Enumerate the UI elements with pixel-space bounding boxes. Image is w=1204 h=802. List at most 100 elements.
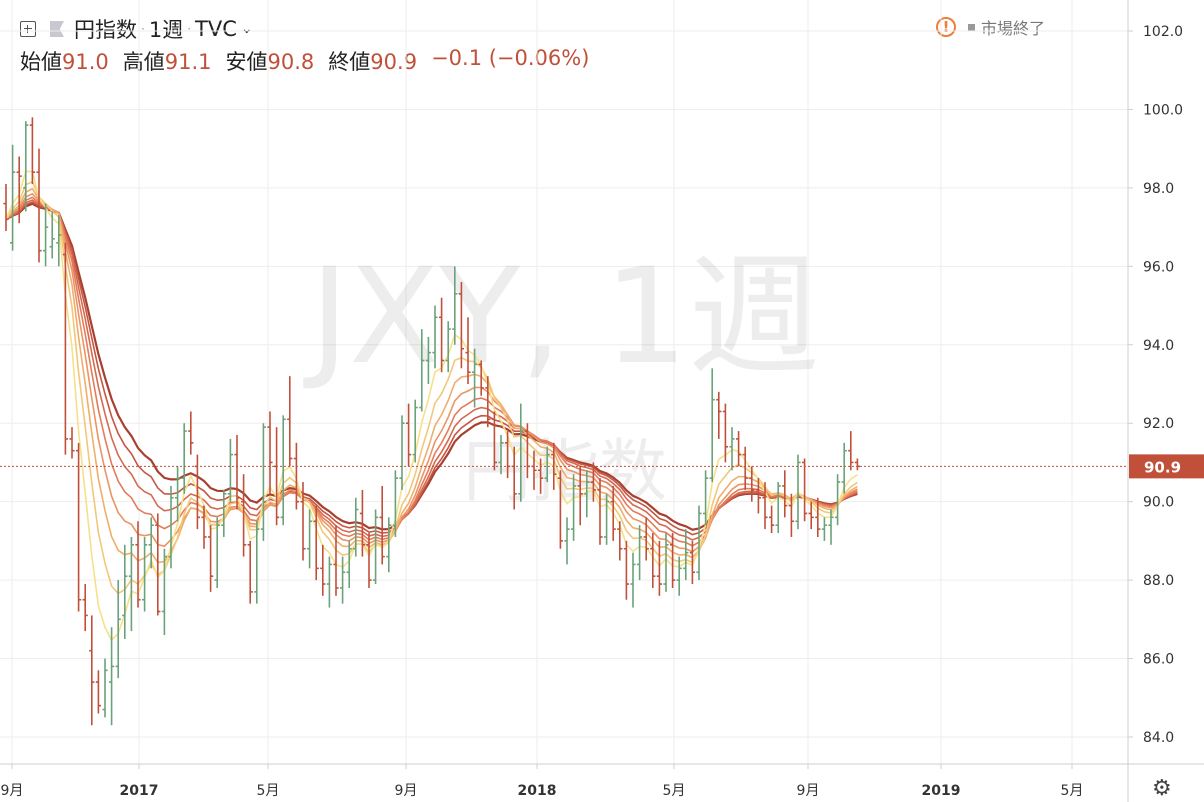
market-status[interactable]: ! 市場終了: [935, 15, 1045, 39]
chart-header: 円指数 · 1週 · TVC ⌄ 始値91.0 高値91.1 安値90.8 終値…: [0, 0, 1130, 80]
y-tick-label: 96.0: [1143, 259, 1174, 275]
symbol-row: 円指数 · 1週 · TVC ⌄: [20, 14, 253, 44]
ohlc-bar: [109, 627, 115, 726]
ohlc-bar: [755, 478, 761, 514]
ohlc-bar: [260, 423, 266, 541]
flag-icon[interactable]: [50, 21, 64, 37]
ohlc-bar: [221, 489, 227, 537]
ohlc-bar: [175, 466, 181, 522]
ohlc-bar: [69, 427, 75, 459]
ohlc-bar: [472, 348, 478, 408]
ohlc-bar: [3, 183, 9, 232]
ohlc-bar: [617, 521, 623, 561]
ohlc-bar: [23, 121, 29, 212]
ohlc-bar: [359, 489, 365, 557]
ohlc-bar: [267, 411, 273, 494]
ohlc-bar: [670, 533, 676, 588]
ohlc-bar: [498, 434, 504, 475]
ohlc-bar: [584, 470, 590, 518]
warning-icon[interactable]: !: [935, 17, 956, 37]
gear-icon[interactable]: ⚙: [1152, 776, 1172, 801]
ohlc-bar: [458, 282, 464, 369]
ohlc-bar: [703, 470, 709, 526]
x-tick-label: 2017: [120, 783, 159, 799]
separator-dot: ·: [141, 22, 145, 36]
ohlc-bar: [689, 540, 695, 585]
watermark-text: JXY, 1週: [303, 240, 820, 394]
open-label: 始値: [20, 50, 62, 74]
ohlc-bar: [419, 329, 425, 412]
close-field: 終値90.9: [328, 46, 417, 76]
ohlc-bar: [656, 540, 662, 596]
ohlc-bar: [36, 148, 42, 263]
interval-label[interactable]: 1週: [148, 18, 184, 42]
low-label: 安値: [225, 50, 268, 74]
ohlc-bar: [769, 505, 775, 534]
ohlc-bar: [227, 438, 233, 502]
ohlc-bar: [254, 521, 260, 604]
ohlc-bar: [89, 615, 95, 726]
ohlc-bar: [102, 658, 108, 718]
ohlc-bar: [148, 517, 154, 569]
ohlc-bar: [729, 427, 735, 471]
ohlc-bar: [663, 533, 669, 592]
ohlc-bar: [564, 517, 570, 565]
expand-icon[interactable]: [20, 21, 36, 37]
ohlc-bar: [736, 431, 742, 467]
ohlc-bar: [848, 431, 854, 471]
ohlc-bar: [300, 482, 306, 561]
ohlc-bar: [722, 403, 728, 463]
ohlc-bar: [815, 497, 821, 537]
ohlc-bar: [854, 458, 860, 471]
ohlc-bar: [518, 403, 524, 502]
ohlc-bar: [274, 427, 280, 526]
ohlc-bar: [115, 580, 121, 679]
ohlc-bar: [577, 466, 583, 526]
open-value: 91.0: [62, 50, 109, 74]
ohlc-bar: [43, 203, 49, 267]
ohlc-bar: [16, 156, 22, 224]
ohlc-bar: [762, 482, 768, 530]
ohlc-bar: [709, 368, 715, 483]
ohlc-bar: [775, 482, 781, 534]
ohlc-bar: [676, 556, 682, 596]
ohlc-bar: [353, 497, 359, 557]
ohlc-bar: [326, 556, 332, 608]
ohlc-bar: [597, 478, 603, 545]
ohlc-bar: [241, 474, 247, 557]
ohlc-bar: [287, 376, 293, 467]
ohlc-bar: [604, 493, 610, 545]
ohlc-bar: [491, 411, 497, 471]
x-tick-label: 5月: [663, 783, 686, 799]
x-tick-label: 2018: [518, 783, 557, 799]
symbol-name[interactable]: 円指数: [74, 18, 137, 42]
last-price-tag: [1129, 454, 1204, 479]
high-label: 高値: [122, 50, 165, 74]
ohlc-bar: [432, 305, 438, 369]
ohlc-bar: [412, 399, 418, 463]
low-field: 安値90.8: [226, 46, 315, 76]
ohlc-bar: [406, 403, 412, 467]
chevron-down-icon[interactable]: ⌄: [240, 21, 253, 37]
ohlc-bar: [234, 434, 240, 510]
ohlc-bar: [630, 552, 636, 608]
ohlc-bar: [194, 454, 200, 530]
ohlc-bar: [696, 505, 702, 581]
ohlc-bar: [128, 536, 134, 632]
ohlc-bar: [802, 458, 808, 522]
ohlc-bar: [465, 317, 471, 384]
ohlc-bar: [544, 446, 550, 483]
ohlc-bar: [122, 544, 128, 639]
ohlc-bar: [29, 117, 35, 184]
exchange-label[interactable]: TVC: [195, 17, 237, 41]
ohlc-bar: [56, 215, 62, 267]
ohlc-bar: [168, 485, 174, 569]
ohlc-bar: [10, 144, 16, 251]
y-tick-label: 90.0: [1143, 495, 1174, 511]
ma-line-17: [5, 196, 858, 547]
ma-line-5: [5, 170, 858, 642]
ohlc-bar: [346, 540, 352, 588]
x-tick-label: 2019: [922, 783, 961, 799]
ohlc-bar: [821, 517, 827, 541]
